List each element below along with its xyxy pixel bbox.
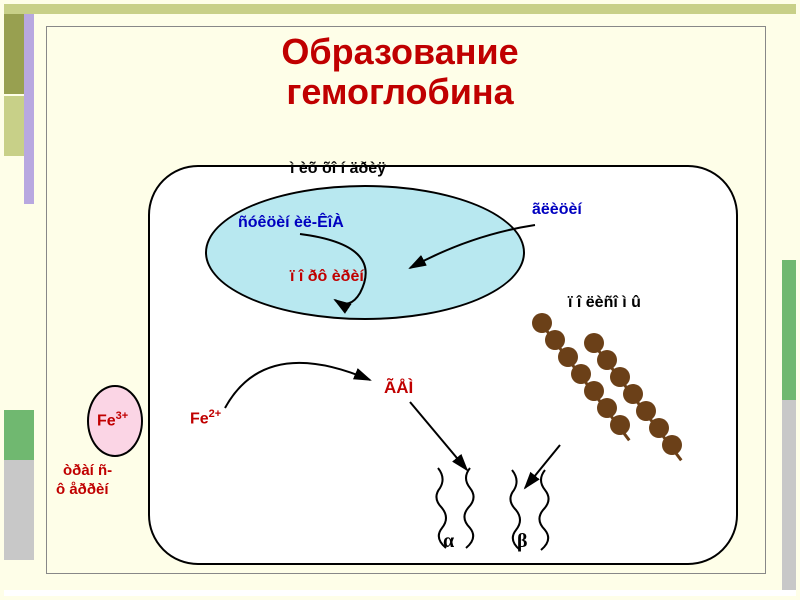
- bead: [662, 435, 682, 455]
- bead: [610, 415, 630, 435]
- label-heme: ÃÅÌ: [384, 378, 413, 398]
- frame-stripe: [4, 590, 796, 596]
- label-succinyl: ñóêöèí èë-ÊîÀ: [238, 214, 344, 232]
- frame-stripe: [4, 410, 34, 460]
- bead: [597, 350, 617, 370]
- label-polysomes: ï î ëèñî ì û: [568, 294, 641, 312]
- bead: [584, 333, 604, 353]
- bead: [584, 381, 604, 401]
- page-title: Образование гемоглобина: [0, 32, 800, 111]
- label-alpha: α: [443, 530, 454, 553]
- bead: [545, 330, 565, 350]
- label-transferrin-1: òðàí ñ-: [63, 462, 112, 479]
- label-glycine: ãëèöèí: [532, 201, 582, 219]
- frame-stripe: [782, 400, 796, 596]
- fe2-text: Fe: [190, 410, 209, 427]
- label-transferrin-2: ô åððèí: [56, 481, 109, 498]
- bead: [597, 398, 617, 418]
- label-fe3: Fe3+: [97, 410, 128, 430]
- bead: [649, 418, 669, 438]
- mitochondria: [205, 185, 525, 320]
- title-line1: Образование: [281, 31, 518, 72]
- label-porphyrin: ï î ðô èðèí: [290, 268, 364, 286]
- label-beta: β: [517, 530, 528, 553]
- frame-stripe: [4, 460, 34, 560]
- bead: [623, 384, 643, 404]
- bead: [636, 401, 656, 421]
- bead: [610, 367, 630, 387]
- bead: [532, 313, 552, 333]
- title-line2: гемоглобина: [286, 71, 513, 112]
- label-fe2: Fe2+: [190, 408, 221, 428]
- bead: [571, 364, 591, 384]
- fe2-sup: 2+: [209, 408, 222, 420]
- label-mitochondria: ì èõ õî í äðèÿ: [290, 160, 386, 178]
- fe3-text: Fe: [97, 412, 116, 429]
- frame-stripe: [782, 260, 796, 400]
- frame-stripe: [4, 4, 796, 14]
- bead: [558, 347, 578, 367]
- fe3-sup: 3+: [116, 410, 129, 422]
